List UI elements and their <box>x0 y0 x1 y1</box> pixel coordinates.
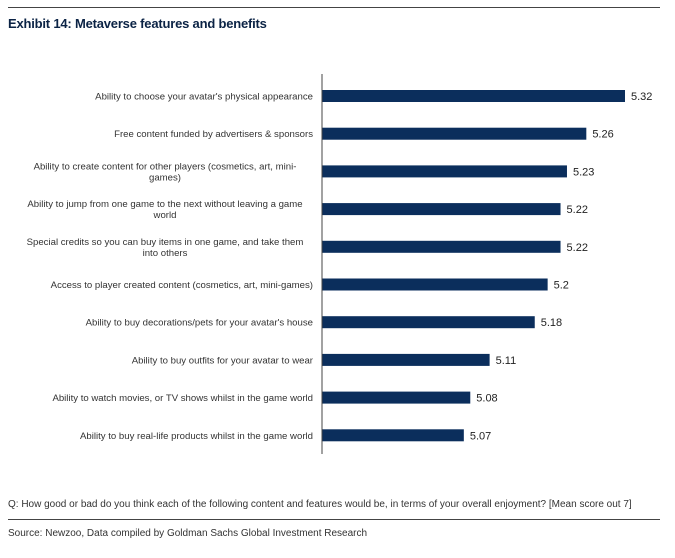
category-labels-layer: Ability to choose your avatar's physical… <box>27 92 314 442</box>
chart-title: Exhibit 14: Metaverse features and benef… <box>8 16 267 31</box>
category-label-9-line-1: Ability to watch movies, or TV shows whi… <box>52 393 313 404</box>
category-label-8-line-1: Ability to buy outfits for your avatar t… <box>132 355 314 366</box>
value-label-5: 5.22 <box>567 242 588 254</box>
value-label-8: 5.11 <box>496 355 517 367</box>
bar-10 <box>322 429 464 442</box>
bar-5 <box>322 240 561 253</box>
value-label-2: 5.26 <box>592 129 613 141</box>
bar-chart: Ability to choose your avatar's physical… <box>27 74 653 454</box>
bars-layer <box>322 90 625 442</box>
bar-6 <box>322 278 548 291</box>
top-rule <box>8 7 660 8</box>
category-label-2-line-1: Free content funded by advertisers & spo… <box>114 129 313 140</box>
value-label-7: 5.18 <box>541 317 562 329</box>
bar-8 <box>322 353 490 366</box>
question-note: Q: How good or bad do you think each of … <box>8 499 632 510</box>
category-label-6-line-1: Access to player created content (cosmet… <box>51 280 313 291</box>
category-label-10-line-1: Ability to buy real-life products whilst… <box>80 431 313 442</box>
value-label-10: 5.07 <box>470 430 491 442</box>
value-label-1: 5.32 <box>631 91 652 103</box>
source-note: Source: Newzoo, Data compiled by Goldman… <box>8 528 368 539</box>
value-label-4: 5.22 <box>567 204 588 216</box>
category-label-3-line-2: games) <box>149 172 181 183</box>
bar-4 <box>322 203 561 216</box>
value-label-6: 5.2 <box>554 280 569 292</box>
bar-7 <box>322 316 535 329</box>
bar-3 <box>322 165 567 178</box>
footer-rule <box>8 519 660 520</box>
value-label-3: 5.23 <box>573 166 594 178</box>
category-label-4-line-2: world <box>153 210 177 221</box>
category-label-1-line-1: Ability to choose your avatar's physical… <box>95 92 313 103</box>
category-label-3-line-1: Ability to create content for other play… <box>34 161 297 172</box>
bar-1 <box>322 90 625 102</box>
bar-2 <box>322 127 587 140</box>
category-label-5-line-2: into others <box>143 248 188 259</box>
bar-9 <box>322 391 471 404</box>
value-label-9: 5.08 <box>476 393 497 405</box>
category-label-5-line-1: Special credits so you can buy items in … <box>27 237 304 248</box>
value-labels-layer: 5.32 5.26 5.23 5.22 5.22 5.2 5.18 5.11 5.08 5.07 <box>470 91 653 442</box>
category-label-4-line-1: Ability to jump from one game to the nex… <box>27 199 302 210</box>
category-label-7-line-1: Ability to buy decorations/pets for your… <box>86 318 313 329</box>
